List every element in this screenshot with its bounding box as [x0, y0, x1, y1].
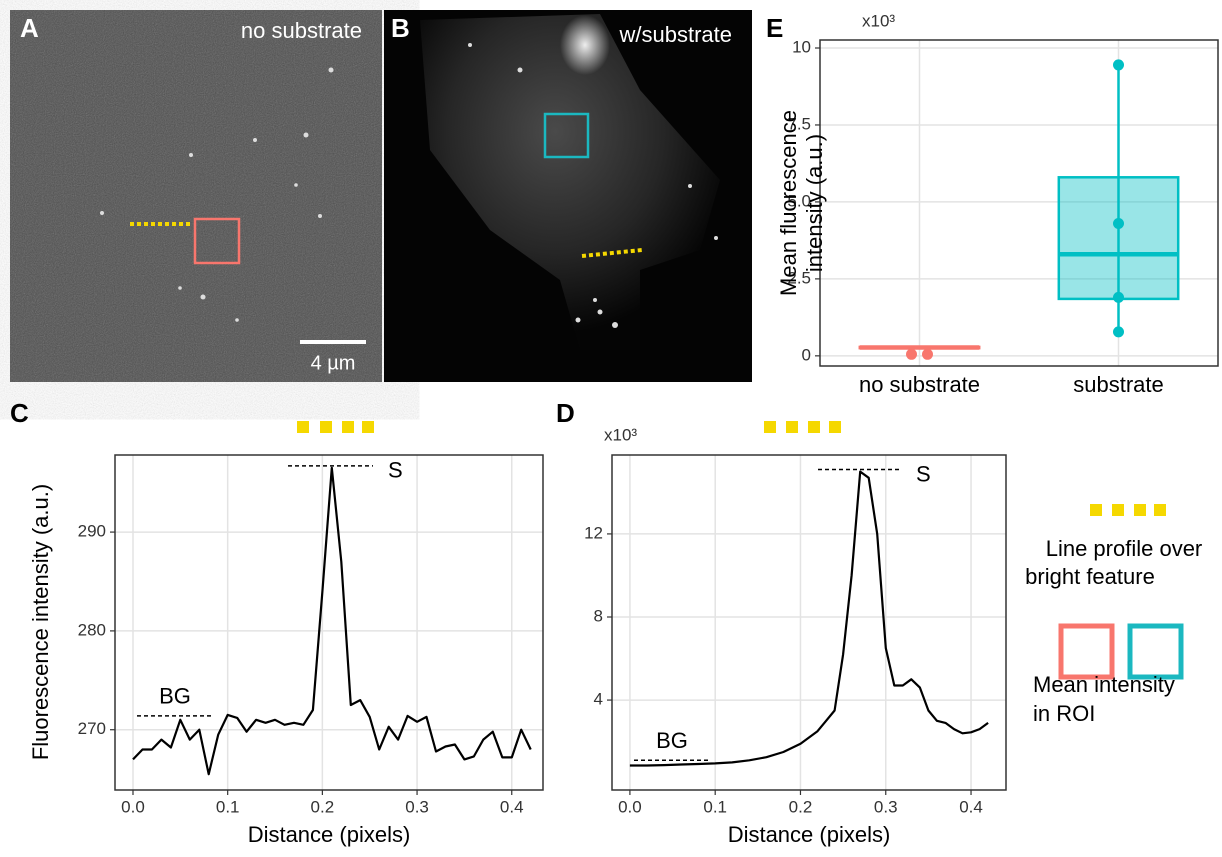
- x-tick-label: 0.2: [311, 797, 335, 816]
- axis-multiplier: x10³: [862, 11, 895, 30]
- y-tick-label: 10: [792, 37, 811, 56]
- scale-label: 4 µm: [311, 352, 356, 374]
- panel-letter: E: [766, 13, 783, 43]
- y-tick-label: 12: [584, 523, 603, 542]
- x-tick-label: 0.0: [121, 797, 145, 816]
- x-tick-label: 0.2: [789, 797, 813, 816]
- image-caption: no substrate: [241, 18, 362, 43]
- spots: [468, 43, 718, 328]
- legend-symbol: [1058, 623, 1115, 680]
- x-tick-label: 0.4: [959, 797, 983, 816]
- y-tick-label: 4: [594, 690, 603, 709]
- cell: [420, 14, 720, 350]
- profile-line: [581, 248, 643, 258]
- legend-symbol: [1090, 504, 1166, 516]
- legend-text: bright feature: [1025, 564, 1155, 589]
- panel-letter: A: [20, 13, 39, 43]
- x-axis-label: Distance (pixels): [728, 822, 891, 847]
- x-tick-label: 0.1: [216, 797, 240, 816]
- y-tick-label: 7.5: [787, 114, 811, 133]
- data-line: [132, 466, 532, 776]
- x-tick-label: 0.3: [405, 797, 429, 816]
- x-tick-label: 0.4: [500, 797, 524, 816]
- point: [1113, 59, 1124, 71]
- annotation-text: BG: [656, 728, 688, 753]
- y-tick-label: 280: [78, 620, 106, 639]
- annotation-text: S: [916, 461, 931, 486]
- y-axis-label: intensity (a.u.): [802, 134, 827, 272]
- image-caption: w/substrate: [619, 22, 733, 47]
- legend-text: in ROI: [1033, 701, 1095, 726]
- panel-letter: B: [391, 13, 410, 43]
- roi-box: [543, 112, 590, 159]
- y-tick-label: 5.0: [787, 191, 811, 210]
- plot-border: [114, 454, 544, 791]
- annotation-text: BG: [159, 684, 191, 709]
- x-tick-label: 0.0: [618, 797, 642, 816]
- legend-text: Mean intensity: [1033, 672, 1175, 697]
- image-b: B w/substrate: [384, 10, 752, 382]
- y-tick-label: 8: [594, 606, 603, 625]
- roi-box: [193, 217, 241, 265]
- noise: [10, 10, 382, 382]
- legend: Line profile over bright feature Mean in…: [1025, 504, 1202, 726]
- data-line: [629, 470, 989, 767]
- legend-text: Line profile over: [1046, 536, 1203, 561]
- y-tick-label: 2.5: [787, 268, 811, 287]
- y-axis-label: Fluorescence intensity (a.u.): [28, 484, 53, 760]
- y-axis-label: Mean fluorescence: [776, 110, 801, 296]
- point: [1113, 326, 1124, 338]
- plot-background: [612, 455, 1006, 790]
- point: [922, 348, 933, 360]
- spots: [100, 67, 334, 322]
- axis-multiplier: x10³: [604, 425, 637, 444]
- x-tick-label: substrate: [1073, 372, 1164, 397]
- x-tick-label: 0.3: [874, 797, 898, 816]
- annotation-text: S: [388, 458, 403, 483]
- legend-symbol: [1127, 623, 1184, 680]
- x-tick-label: 0.1: [703, 797, 727, 816]
- panel-letter: C: [10, 398, 29, 428]
- y-tick-label: 290: [78, 522, 106, 541]
- x-tick-label: no substrate: [859, 372, 980, 397]
- point: [1113, 217, 1124, 229]
- box: [1057, 176, 1180, 301]
- bright-region: [560, 15, 610, 75]
- plot-border: [611, 454, 1007, 791]
- x-axis-label: Distance (pixels): [248, 822, 411, 847]
- image-a: 4 µm A no substrate: [10, 10, 382, 382]
- profile-symbol: [297, 421, 841, 433]
- panel-letter: D: [556, 398, 575, 428]
- y-tick-label: 270: [78, 719, 106, 738]
- y-tick-label: 0: [802, 345, 811, 364]
- plot-background: [820, 40, 1218, 366]
- point: [1113, 291, 1124, 303]
- point: [906, 348, 917, 360]
- plot-border: [819, 39, 1219, 367]
